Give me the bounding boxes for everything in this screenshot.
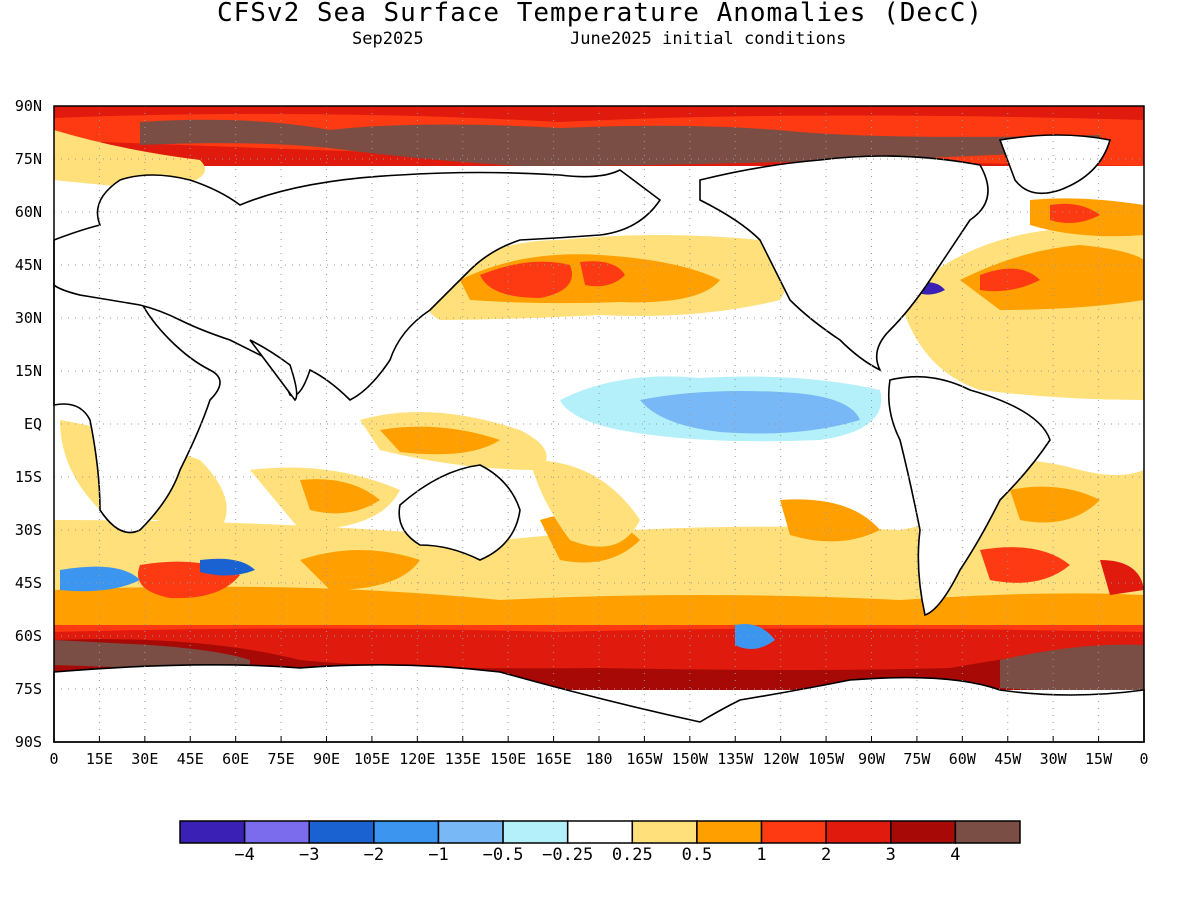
lat-lon-grid bbox=[54, 106, 1144, 742]
lat-tick-label: 75S bbox=[14, 680, 42, 698]
lon-tick-label: 45W bbox=[994, 750, 1022, 768]
lon-tick-label: 120W bbox=[762, 750, 799, 768]
lat-tick-label: 45N bbox=[14, 256, 42, 274]
lon-tick-label: 45E bbox=[176, 750, 204, 768]
lon-tick-label: 90W bbox=[857, 750, 886, 768]
colorbar-swatch bbox=[825, 820, 892, 844]
lon-tick-label: 105W bbox=[808, 750, 845, 768]
initial-conditions: June2025 initial conditions bbox=[570, 29, 847, 49]
lat-tick-label: 15S bbox=[14, 468, 42, 486]
colorbar-label: −2 bbox=[363, 845, 385, 865]
lon-tick-label: 60W bbox=[948, 750, 976, 768]
lat-tick-label: 60N bbox=[14, 203, 42, 221]
colorbar-label: −0.25 bbox=[542, 845, 594, 865]
lat-tick-label: 15N bbox=[14, 362, 42, 380]
colorbar-swatch bbox=[631, 820, 698, 844]
lat-tick-label: 60S bbox=[14, 627, 42, 645]
lon-tick-label: 60E bbox=[222, 750, 250, 768]
lat-tick-label: 30S bbox=[14, 521, 42, 539]
colorbar-swatch bbox=[954, 820, 1021, 844]
lon-tick-label: 15E bbox=[85, 750, 113, 768]
colorbar-swatch bbox=[760, 820, 827, 844]
lon-tick-label: 0 bbox=[49, 750, 59, 768]
colorbar-label: −3 bbox=[298, 845, 320, 865]
forecast-month: Sep2025 bbox=[352, 29, 424, 49]
lon-tick-label: 30W bbox=[1039, 750, 1067, 768]
colorbar-label: 1 bbox=[756, 845, 767, 865]
colorbar-swatch bbox=[179, 820, 246, 844]
lat-tick-label: 90N bbox=[14, 97, 42, 115]
lon-tick-label: 120E bbox=[399, 750, 436, 768]
colorbar-swatch bbox=[437, 820, 504, 844]
lat-tick-label: 45S bbox=[14, 574, 42, 592]
map-title: CFSv2 Sea Surface Temperature Anomalies … bbox=[216, 0, 984, 28]
colorbar-swatch bbox=[696, 820, 763, 844]
lat-tick-label: 30N bbox=[14, 309, 42, 327]
lon-tick-label: 75W bbox=[903, 750, 931, 768]
lon-tick-label: 105E bbox=[353, 750, 390, 768]
colorbar-label: −0.5 bbox=[482, 845, 524, 865]
colorbar-label: 4 bbox=[950, 845, 961, 865]
lon-tick-label: 0 bbox=[1139, 750, 1149, 768]
lon-tick-label: 15W bbox=[1085, 750, 1113, 768]
lon-tick-label: 135E bbox=[444, 750, 481, 768]
colorbar-swatch bbox=[243, 820, 310, 844]
colorbar-swatch bbox=[308, 820, 375, 844]
lon-tick-label: 180 bbox=[585, 750, 613, 768]
lat-tick-label: EQ bbox=[23, 415, 42, 433]
lon-tick-label: 165W bbox=[626, 750, 663, 768]
colorbar-swatch bbox=[566, 820, 634, 844]
lon-tick-label: 90E bbox=[312, 750, 341, 768]
colorbar-swatch bbox=[502, 820, 569, 844]
colorbar-swatch bbox=[373, 820, 440, 844]
lon-tick-label: 165E bbox=[535, 750, 572, 768]
colorbar-label: 0.25 bbox=[611, 845, 653, 865]
colorbar-swatch bbox=[890, 820, 957, 844]
lon-tick-label: 135W bbox=[717, 750, 754, 768]
colorbar-label: 3 bbox=[885, 845, 896, 865]
lon-tick-label: 150E bbox=[490, 750, 527, 768]
colorbar-label: 0.5 bbox=[681, 845, 713, 865]
lon-tick-label: 30E bbox=[131, 750, 159, 768]
colorbar-label: 2 bbox=[821, 845, 832, 865]
lon-tick-label: 150W bbox=[671, 750, 708, 768]
lon-tick-label: 75E bbox=[267, 750, 295, 768]
colorbar-label: −4 bbox=[234, 845, 255, 865]
lat-tick-label: 90S bbox=[14, 733, 42, 751]
colorbar bbox=[179, 820, 1021, 844]
lat-tick-label: 75N bbox=[14, 150, 42, 168]
colorbar-label: −1 bbox=[428, 845, 449, 865]
